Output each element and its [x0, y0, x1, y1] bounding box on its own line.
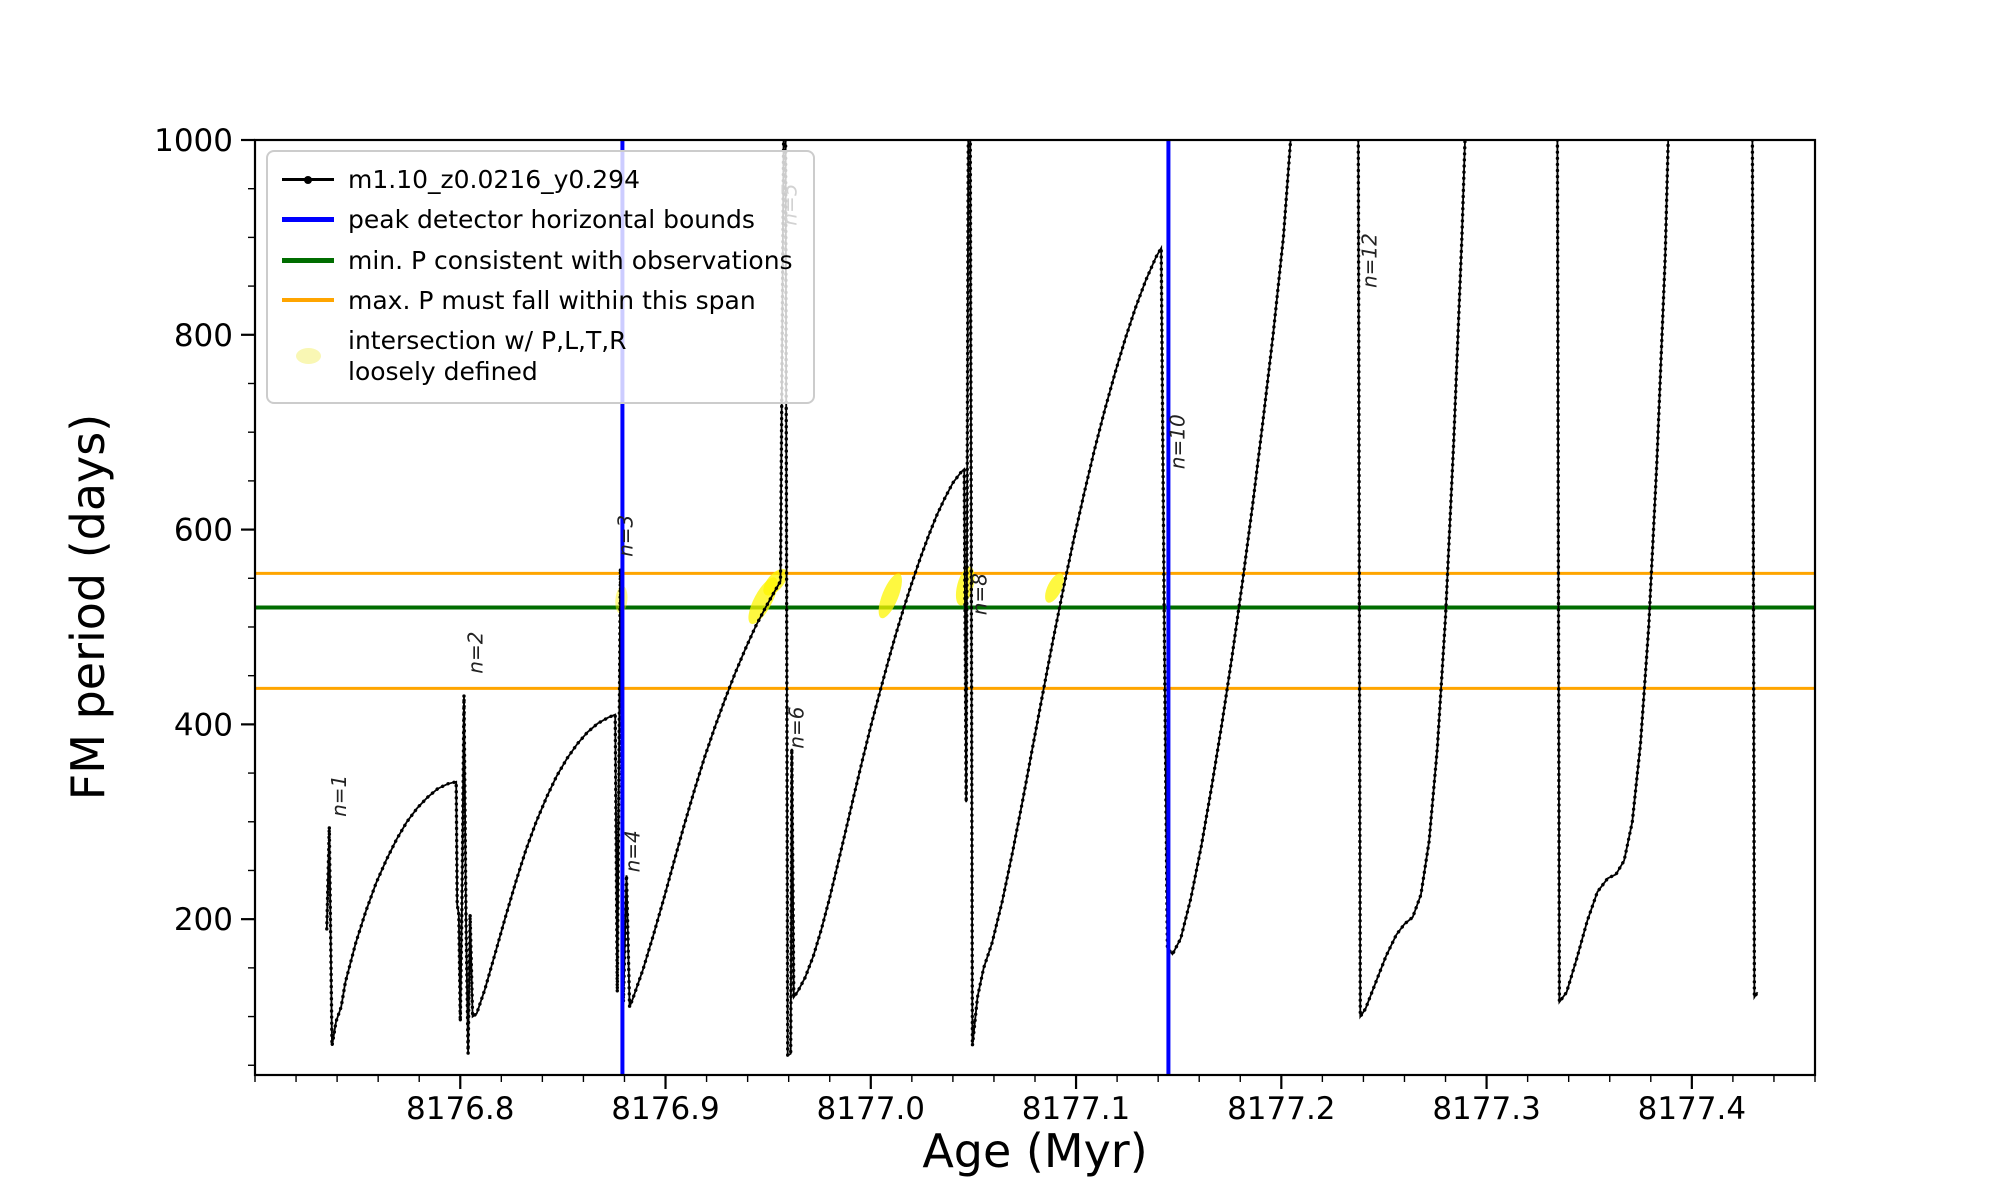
legend-entry-series: m1.10_z0.0216_y0.294: [282, 164, 793, 195]
mode-annotation: n=8: [967, 573, 991, 615]
mode-annotation: n=12: [1357, 233, 1381, 288]
x-tick-label: 8177.1: [1022, 1091, 1130, 1127]
legend-label: min. P consistent with observations: [348, 245, 793, 275]
legend-entry-min-p: min. P consistent with observations: [282, 245, 793, 276]
axes-spines: [253, 138, 1817, 1077]
legend-label: m1.10_z0.0216_y0.294: [348, 165, 640, 194]
legend-label: peak detector horizontal bounds: [348, 205, 755, 235]
y-tick-label: 800: [174, 318, 233, 354]
legend-line-swatch: [282, 205, 334, 235]
legend-line-swatch: [282, 245, 334, 275]
y-tick-label: 1000: [154, 123, 233, 159]
legend-line-icon: [282, 257, 334, 263]
legend-line-icon: [282, 298, 334, 303]
y-tick-label: 400: [174, 707, 233, 743]
x-tick-label: 8177.3: [1432, 1091, 1540, 1127]
y-tick-label: 600: [174, 513, 233, 549]
mode-annotation: n=6: [785, 707, 809, 749]
y-tick-label: 200: [174, 902, 233, 938]
data-series-markers: [1356, 140, 1467, 1023]
legend-marker-dot-icon: [304, 175, 312, 184]
legend-label: intersection w/ P,L,T,R loosely defined: [348, 326, 627, 387]
legend-line-icon: [282, 217, 334, 223]
y-axis-label: FM period (days): [61, 413, 115, 801]
legend-blob-icon: [295, 348, 321, 365]
legend: m1.10_z0.0216_y0.294 peak detector horiz…: [266, 150, 815, 404]
legend-entry-max-p: max. P must fall within this span: [282, 285, 793, 316]
x-tick-label: 8177.0: [817, 1091, 925, 1127]
data-series-markers: [325, 140, 1293, 1059]
legend-entry-peak-bounds: peak detector horizontal bounds: [282, 204, 793, 235]
legend-line-dot-swatch: [282, 165, 334, 195]
x-tick-label: 8176.9: [611, 1091, 719, 1127]
x-axis-label: Age (Myr): [922, 1124, 1148, 1178]
x-tick-label: 8177.4: [1638, 1091, 1746, 1127]
intersection-highlight: [878, 573, 902, 619]
legend-line-swatch: [282, 285, 334, 315]
x-tick-label: 8177.2: [1227, 1091, 1335, 1127]
x-tick-label: 8176.8: [406, 1091, 514, 1127]
mode-annotation: n=10: [1166, 414, 1190, 469]
mode-annotation: n=2: [464, 632, 488, 674]
intersection-highlight: [1045, 573, 1064, 603]
data-series-markers: [1555, 140, 1670, 1008]
legend-blob-swatch: [282, 341, 334, 371]
data-series-markers: [1750, 140, 1760, 1003]
mode-annotation: n=3: [613, 515, 637, 557]
mode-annotation: n=1: [327, 775, 351, 817]
mode-annotation: n=4: [621, 830, 645, 872]
legend-label: max. P must fall within this span: [348, 285, 756, 315]
legend-entry-intersection: intersection w/ P,L,T,R loosely defined: [282, 325, 793, 388]
